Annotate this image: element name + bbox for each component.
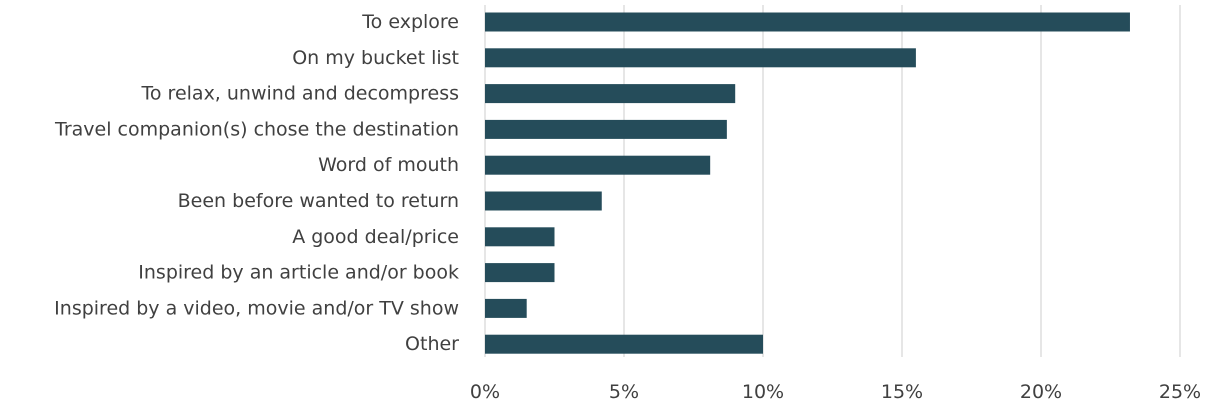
category-label: Word of mouth xyxy=(318,154,459,176)
bar xyxy=(485,334,763,354)
category-label: To relax, unwind and decompress xyxy=(141,83,459,105)
category-label: Inspired by an article and/or book xyxy=(138,262,459,284)
bar xyxy=(485,263,555,283)
bars xyxy=(485,12,1130,354)
category-label: A good deal/price xyxy=(292,226,459,248)
x-tick-label: 15% xyxy=(881,381,923,403)
bar xyxy=(485,191,602,211)
bar xyxy=(485,227,555,247)
bar xyxy=(485,48,916,68)
x-axis-ticks: 0% 5% 10% 15% 20% 25% xyxy=(470,381,1201,403)
x-tick-label: 0% xyxy=(470,381,500,403)
category-label: Been before wanted to return xyxy=(178,190,459,212)
bar xyxy=(485,155,711,175)
x-tick-label: 10% xyxy=(742,381,784,403)
category-label: Other xyxy=(405,333,459,355)
bar xyxy=(485,298,527,318)
bar xyxy=(485,12,1130,32)
category-label: On my bucket list xyxy=(292,47,459,69)
bar xyxy=(485,119,727,139)
category-labels: To explore On my bucket list To relax, unw… xyxy=(54,11,459,355)
x-tick-label: 20% xyxy=(1020,381,1062,403)
category-label: Inspired by a video, movie and/or TV sho… xyxy=(54,297,459,319)
bar xyxy=(485,84,736,104)
x-tick-label: 5% xyxy=(609,381,639,403)
category-label: Travel companion(s) chose the destinatio… xyxy=(54,118,459,140)
x-tick-label: 25% xyxy=(1159,381,1201,403)
category-label: To explore xyxy=(361,11,459,33)
